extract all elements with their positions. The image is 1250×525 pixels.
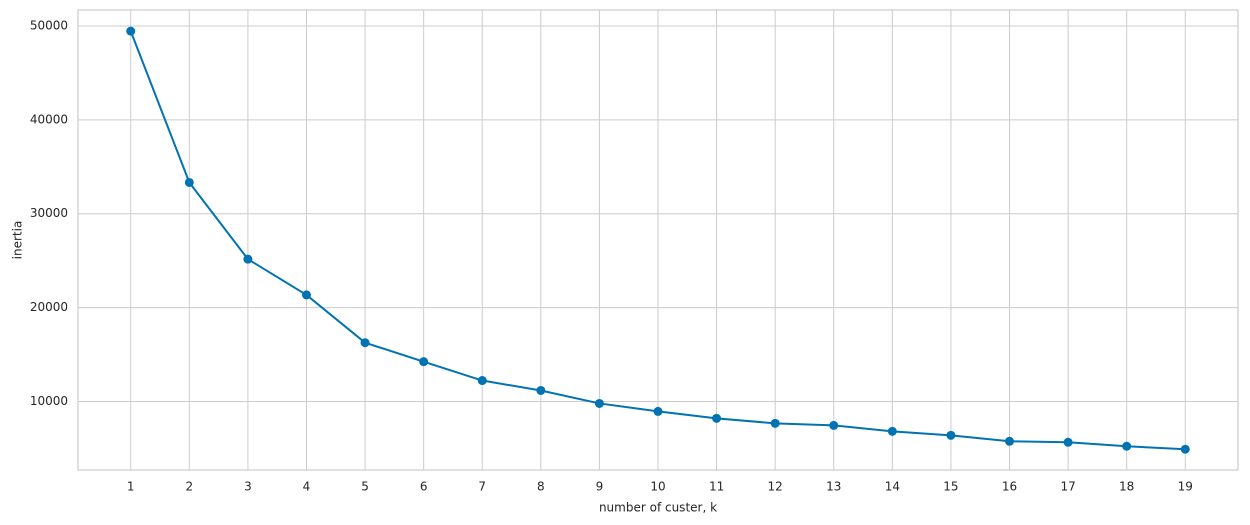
y-tick-label: 30000 <box>30 206 68 220</box>
data-point <box>887 426 897 436</box>
data-point <box>419 357 429 367</box>
data-point <box>1005 436 1015 446</box>
y-tick-label: 40000 <box>30 112 68 126</box>
data-point <box>1180 444 1190 454</box>
x-tick-label: 3 <box>244 480 252 494</box>
data-point <box>1063 437 1073 447</box>
x-tick-label: 1 <box>127 480 135 494</box>
x-tick-label: 9 <box>596 480 604 494</box>
y-tick-label: 10000 <box>30 394 68 408</box>
data-point <box>653 406 663 416</box>
x-tick-label: 15 <box>943 480 958 494</box>
data-point <box>243 254 253 264</box>
data-point <box>594 398 604 408</box>
data-point <box>536 385 546 395</box>
data-point <box>477 376 487 386</box>
x-tick-label: 10 <box>650 480 665 494</box>
y-tick-label: 20000 <box>30 300 68 314</box>
data-point <box>829 420 839 430</box>
x-tick-label: 18 <box>1119 480 1134 494</box>
x-tick-label: 13 <box>826 480 841 494</box>
x-tick-label: 16 <box>1002 480 1017 494</box>
x-tick-label: 17 <box>1060 480 1075 494</box>
y-axis-label: inertia <box>11 221 25 260</box>
data-point <box>301 290 311 300</box>
x-tick-label: 19 <box>1178 480 1193 494</box>
x-tick-label: 4 <box>303 480 311 494</box>
data-point <box>126 26 136 36</box>
x-tick-label: 5 <box>361 480 369 494</box>
data-point <box>770 418 780 428</box>
x-tick-label: 11 <box>709 480 724 494</box>
x-tick-label: 6 <box>420 480 428 494</box>
data-point <box>946 430 956 440</box>
data-point <box>360 338 370 348</box>
x-tick-label: 14 <box>885 480 900 494</box>
y-tick-label: 50000 <box>30 18 68 32</box>
x-tick-label: 12 <box>768 480 783 494</box>
x-tick-label: 2 <box>185 480 193 494</box>
data-point <box>712 413 722 423</box>
x-tick-label: 7 <box>478 480 486 494</box>
x-axis-label: number of custer, k <box>599 501 717 515</box>
data-point <box>184 177 194 187</box>
x-tick-label: 8 <box>537 480 545 494</box>
plot-frame <box>77 9 1239 471</box>
data-point <box>1122 441 1132 451</box>
